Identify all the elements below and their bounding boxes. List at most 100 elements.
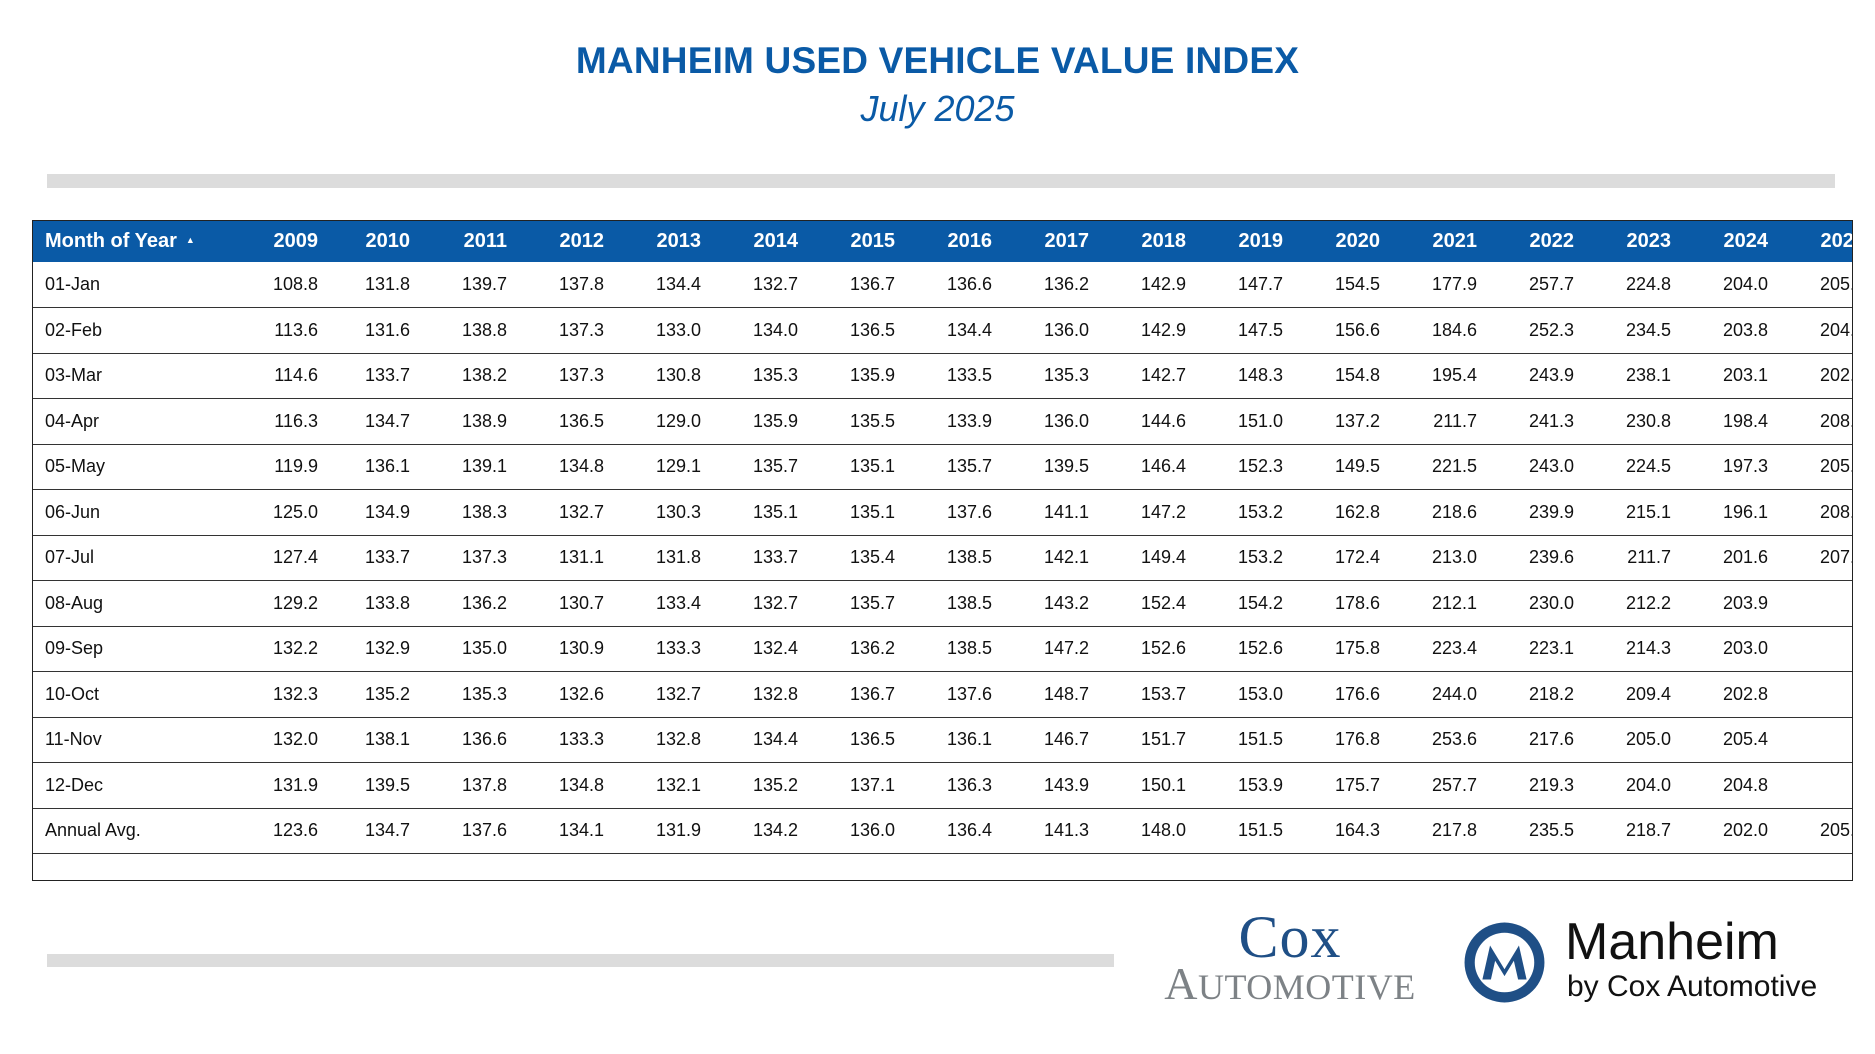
index-value-cell: 131.8	[364, 274, 410, 294]
index-value-cell: 209.4	[1625, 683, 1671, 704]
year-header-2024[interactable]: 2024	[1723, 230, 1769, 252]
year-header-2019[interactable]: 2019	[1238, 230, 1284, 252]
index-value-cell: 154.5	[1334, 274, 1380, 294]
index-value-cell: 132.7	[558, 501, 604, 522]
index-value-cell: 205.6	[1819, 274, 1852, 294]
index-value-cell: 207.4	[1819, 547, 1852, 568]
index-value-cell: 153.9	[1237, 774, 1283, 795]
index-value-cell: 205.0	[1625, 729, 1671, 750]
index-value-cell: 136.2	[1043, 274, 1089, 294]
table-row: 10-Oct 132.3 135.2 135.3 132.6 132.7 132.8 136.…	[33, 672, 1852, 718]
index-value-cell: 224.8	[1625, 274, 1671, 294]
index-value-cell: 147.7	[1237, 274, 1283, 294]
index-value-cell: 224.5	[1625, 456, 1671, 477]
year-header-2015[interactable]: 2015	[850, 230, 896, 252]
index-value-cell: 132.4	[752, 638, 798, 659]
index-value-cell: 134.2	[752, 820, 798, 841]
index-value-cell: 129.0	[655, 410, 701, 431]
index-value-cell: 134.0	[752, 319, 798, 340]
index-value-cell: 151.5	[1237, 729, 1283, 750]
index-value-cell	[1774, 763, 1852, 809]
year-header-2020[interactable]: 2020	[1335, 230, 1381, 252]
index-value-cell: 223.4	[1431, 638, 1477, 659]
index-value-cell: 205.4	[1722, 729, 1768, 750]
year-header-2013[interactable]: 2013	[656, 230, 702, 252]
year-header-2012[interactable]: 2012	[559, 230, 605, 252]
index-value-cell: 147.5	[1237, 319, 1283, 340]
index-value-cell: 136.4	[946, 820, 992, 841]
index-value-cell: 196.1	[1722, 501, 1768, 522]
index-value-cell: 135.2	[752, 774, 798, 795]
index-value-cell: 215.1	[1625, 501, 1671, 522]
index-value-cell: 135.7	[946, 456, 992, 477]
index-value-cell: 148.0	[1140, 820, 1186, 841]
index-value-cell: 137.3	[461, 547, 507, 568]
index-value-cell: 142.1	[1043, 547, 1089, 568]
index-value-cell: 135.9	[752, 410, 798, 431]
row-label: 07-Jul	[45, 547, 95, 568]
year-header-2010[interactable]: 2010	[365, 230, 411, 252]
index-value-cell: 218.2	[1528, 683, 1574, 704]
index-value-cell: 230.0	[1528, 592, 1574, 613]
index-value-cell: 137.2	[1334, 410, 1380, 431]
index-value-cell: 134.7	[364, 820, 410, 841]
table-row: 09-Sep 132.2 132.9 135.0 130.9 133.3 132.4 136.…	[33, 626, 1852, 672]
index-value-cell: 211.7	[1627, 547, 1671, 568]
index-value-cell: 154.2	[1237, 592, 1283, 613]
row-label: 02-Feb	[45, 319, 103, 340]
year-header-2009[interactable]: 2009	[273, 230, 319, 252]
year-header-2021[interactable]: 2021	[1432, 230, 1478, 252]
table-row: 05-May 119.9 136.1 139.1 134.8 129.1 135.7 135.…	[33, 444, 1852, 490]
index-value-cell: 131.6	[364, 319, 410, 340]
year-header-2016[interactable]: 2016	[947, 230, 993, 252]
index-value-cell: 138.5	[946, 638, 992, 659]
index-value-cell: 203.0	[1722, 638, 1768, 659]
row-label: Annual Avg.	[45, 820, 141, 841]
year-header-2025[interactable]: 2025	[1820, 230, 1853, 252]
index-value-cell: 143.9	[1043, 774, 1089, 795]
table-row: 01-Jan 108.8 131.8 139.7 137.8 134.4 132.7 136.…	[33, 262, 1852, 308]
index-value-cell: 164.3	[1334, 820, 1380, 841]
year-header-2018[interactable]: 2018	[1141, 230, 1187, 252]
index-value-cell: 135.4	[849, 547, 895, 568]
index-value-cell: 195.4	[1431, 365, 1477, 386]
index-value-cell: 208.5	[1819, 501, 1852, 522]
index-value-cell	[1774, 626, 1852, 672]
index-value-cell: 131.8	[655, 547, 701, 568]
month-of-year-header[interactable]: Month of Year ▲	[33, 221, 248, 262]
sort-ascending-icon[interactable]: ▲	[185, 234, 195, 245]
page-title: MANHEIM USED VEHICLE VALUE INDEX	[575, 40, 1300, 81]
row-label: 11-Nov	[45, 729, 102, 750]
index-value-cell	[1774, 672, 1852, 718]
row-label: 05-May	[45, 456, 106, 477]
row-label: 10-Oct	[45, 683, 100, 704]
index-value-cell: 204.8	[1722, 774, 1768, 795]
year-header-2011[interactable]: 2011	[463, 230, 507, 252]
year-header-2022[interactable]: 2022	[1529, 230, 1575, 252]
index-value-cell: 217.6	[1528, 729, 1574, 750]
index-value-cell: 130.8	[655, 365, 701, 386]
index-value-cell: 134.8	[558, 456, 604, 477]
row-label: 03-Mar	[45, 365, 103, 386]
index-value-cell: 239.9	[1528, 501, 1574, 522]
index-value-cell: 252.3	[1528, 319, 1574, 340]
index-value-cell: 218.7	[1625, 820, 1671, 841]
index-value-cell: 130.7	[558, 592, 604, 613]
index-value-cell: 135.9	[849, 365, 895, 386]
index-value-cell: 133.7	[752, 547, 798, 568]
index-value-cell: 136.1	[364, 456, 410, 477]
year-header-2017[interactable]: 2017	[1044, 230, 1090, 252]
index-value-cell: 244.0	[1431, 683, 1477, 704]
index-value-cell: 136.3	[946, 774, 992, 795]
year-header-2014[interactable]: 2014	[753, 230, 799, 252]
month-of-year-label: Month of Year	[45, 230, 177, 252]
index-value-cell: 134.9	[364, 501, 410, 522]
index-value-cell: 134.4	[946, 319, 992, 340]
cox-logo-bottom-word: AUTOMOTIVE	[1164, 958, 1416, 1009]
index-value-cell: 135.1	[849, 456, 895, 477]
index-value-cell: 133.8	[364, 592, 410, 613]
index-value-cell: 138.3	[461, 501, 507, 522]
index-value-cell: 131.9	[272, 774, 318, 795]
index-value-cell: 218.6	[1431, 501, 1477, 522]
year-header-2023[interactable]: 2023	[1626, 230, 1672, 252]
